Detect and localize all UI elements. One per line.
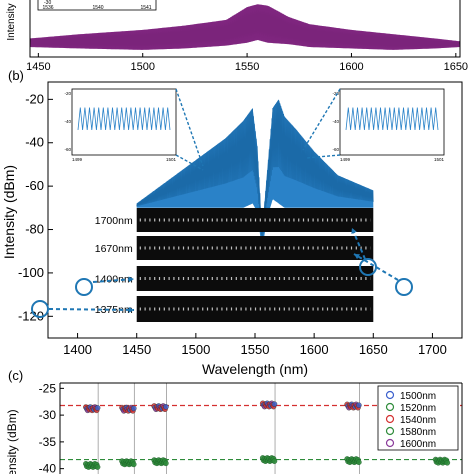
legend-label: 1540nm [400, 415, 436, 426]
x-tick-label-b: 1700 [418, 342, 447, 357]
band-label: 1400nm [95, 274, 133, 286]
x-tick-label-b: 1650 [359, 342, 388, 357]
data-point-upper [94, 405, 101, 411]
x-tick-label-b: 1450 [122, 342, 151, 357]
x-axis-label-b: Wavelength (nm) [202, 361, 308, 377]
data-point-upper [271, 401, 278, 407]
inset-right-xtick: 1499 [340, 157, 351, 162]
x-tick-label-b: 1500 [181, 342, 210, 357]
inset-left-ytick: -20 [64, 91, 71, 96]
y-tick-label-b: -120 [18, 308, 44, 323]
arrow-1375 [48, 308, 135, 311]
inset-right-ytick: -20 [332, 91, 339, 96]
marker-1670 [359, 258, 377, 276]
legend-marker [385, 414, 395, 424]
band-label: 1670nm [95, 243, 133, 255]
inset-right-frame [339, 88, 445, 156]
data-point-upper [163, 404, 169, 410]
x-tick-label-b: 1550 [241, 342, 270, 357]
y-axis-label-b: Intensity (dBm) [1, 165, 17, 259]
y-tick-label-c: -25 [39, 381, 57, 395]
y-tick-label-b: -40 [25, 135, 44, 150]
panel-label-b: (b) [8, 68, 24, 83]
data-point-lower [356, 459, 362, 466]
data-point-lower [94, 464, 101, 470]
legend-marker [385, 402, 395, 412]
inset-right-connector [302, 88, 341, 151]
band-label: 1700nm [95, 215, 133, 227]
data-point-upper [356, 402, 362, 409]
legend-marker [385, 438, 395, 448]
inset-right-trace [345, 107, 439, 130]
x-tick-label-b: 1400 [63, 342, 92, 357]
inset-left-frame [71, 88, 177, 156]
x-tick-label-a: 1550 [235, 61, 259, 73]
arrow-1400-head [128, 276, 134, 283]
legend-label: 1520nm [400, 403, 436, 414]
x-tick-label-a: 1500 [130, 61, 154, 73]
inset-left-xtick: 1501 [166, 157, 177, 162]
arrow-1375-head [128, 307, 134, 313]
inset-a-frame [37, 0, 157, 11]
arrow-1670-head [351, 228, 357, 234]
data-point-lower [271, 458, 278, 464]
x-tick-label-b: 1600 [300, 342, 329, 357]
panel-c: (c) -25 -30 -35 -40 ntensity (dBm) 1500nm1520n… [5, 368, 463, 474]
legend-label: 1600nm [400, 439, 436, 450]
data-point-lower [163, 460, 169, 467]
x-tick-label-a: 1600 [339, 61, 363, 73]
y-tick-label-b: -100 [18, 265, 44, 280]
spectrum-a-line [29, 4, 461, 50]
spectrum-b-line [136, 99, 374, 243]
data-point-upper [130, 405, 137, 412]
inset-right-connector [305, 154, 341, 159]
marker-1700 [395, 278, 413, 296]
y-tick-label-b: -80 [25, 222, 44, 237]
inset-right-ytick: -60 [332, 147, 339, 152]
data-point-lower [444, 459, 451, 466]
data-point-lower [130, 461, 137, 468]
x-tick-label-a: 1650 [444, 61, 468, 73]
y-tick-label-b: -20 [25, 91, 44, 106]
inset-right-xtick: 1501 [434, 157, 445, 162]
y-tick-label-b: -60 [25, 178, 44, 193]
legend-marker [385, 390, 395, 400]
y-tick-label-c: -35 [39, 435, 57, 449]
y-tick-label-c: -30 [39, 408, 57, 422]
axes-frame-a [29, 0, 461, 58]
inset-a-xtick: 1541 [140, 5, 151, 11]
arrow-1700-head [354, 254, 360, 260]
inset-left-trace [77, 107, 171, 130]
legend-label: 1500nm [400, 391, 436, 402]
inset-right-ytick: -40 [332, 119, 339, 124]
y-axis-label-a: Intensity [6, 3, 17, 40]
inset-left-ytick: -60 [64, 147, 71, 152]
x-tick-label-a: 1450 [26, 61, 50, 73]
inset-left-connector [175, 154, 204, 171]
panel-label-c: (c) [8, 368, 23, 383]
inset-a-xtick: 1540 [92, 5, 103, 11]
legend-label: 1580nm [400, 427, 436, 438]
inset-a-xtick: 1536 [42, 5, 53, 11]
arrow-1670 [351, 227, 366, 260]
legend-marker [385, 426, 395, 436]
inset-left-xtick: 1499 [72, 157, 83, 162]
inset-left-ytick: -40 [64, 119, 71, 124]
marker-1375 [31, 300, 49, 318]
y-tick-label-c: -40 [39, 462, 57, 474]
y-axis-label-c: ntensity (dBm) [5, 409, 19, 474]
arrow-1700 [353, 253, 399, 281]
inset-a-ytick: -30 [44, 0, 51, 6]
marker-1400 [75, 278, 93, 296]
inset-left-connector [175, 88, 204, 167]
